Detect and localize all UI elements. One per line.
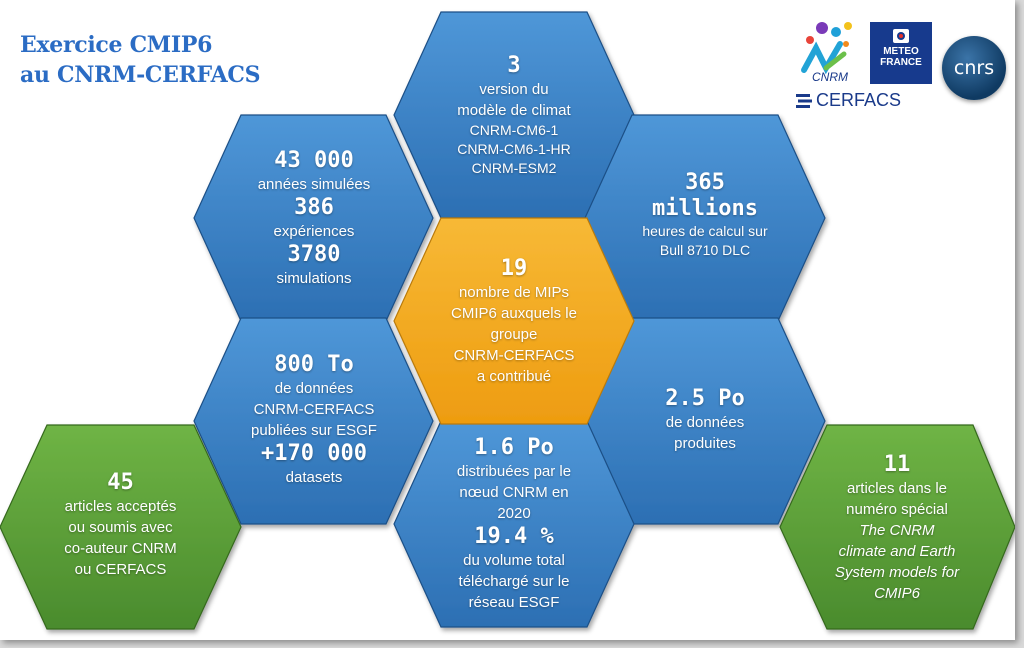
hex-versions-text: 3 version du modèle de climat CNRM-CM6-1… — [400, 30, 628, 200]
model-name: CNRM-CM6-1-HR — [457, 140, 571, 157]
hex-special-text: 11 articles dans le numéro spécial The C… — [786, 432, 1008, 624]
cnrs-logo-text: cnrs — [953, 57, 995, 79]
produced-label-2: produites — [674, 435, 736, 452]
cerfacs-bars-icon — [796, 93, 812, 108]
simulations-value: 3780 — [287, 241, 341, 267]
hex-special — [779, 424, 1015, 630]
share-value: 19.4 % — [474, 524, 554, 549]
slide-title: Exercice CMIP6 au CNRM-CERFACS — [20, 30, 260, 90]
distributed-label-3: 2020 — [497, 505, 531, 522]
versions-label-2: modèle de climat — [457, 101, 571, 119]
published-label-1: de données — [274, 380, 354, 397]
hex-simulated-text: 43 000 années simulées 386 expériences 3… — [200, 128, 428, 308]
mips-count: 19 — [500, 255, 528, 281]
mips-label-3: groupe — [490, 325, 538, 343]
special-issue-title: climate and Earth — [838, 543, 956, 560]
articles-label-2: ou soumis avec — [68, 519, 173, 536]
distributed-label-2: nœud CNRM en — [459, 484, 569, 501]
articles-count: 45 — [107, 470, 134, 495]
versions-label-1: version du — [479, 80, 549, 98]
meteo-france-logo: METEO FRANCE — [870, 22, 932, 84]
hours-value: 365 — [685, 170, 725, 195]
special-issue-title: CMIP6 — [874, 585, 920, 602]
articles-label-3: co-auteur CNRM — [64, 540, 177, 557]
hex-hours-text: 365 millions heures de calcul sur Bull 8… — [591, 150, 819, 280]
special-count: 11 — [883, 452, 911, 477]
mips-label-1: nombre de MIPs — [458, 283, 570, 301]
simulations-label: simulations — [276, 269, 352, 287]
mips-label-4: CNRM-CERFACS — [453, 346, 575, 364]
hours-unit: millions — [652, 196, 758, 221]
hex-distributed-text: 1.6 Po distribuées par le nœud CNRM en 2… — [400, 426, 628, 622]
model-name: CNRM-CM6-1 — [469, 121, 559, 138]
hex-published — [193, 317, 434, 525]
meteo-line-1: METEO — [883, 46, 919, 57]
hex-mips-text: 19 nombre de MIPs CMIP6 auxquels le grou… — [400, 236, 628, 406]
special-issue-title: System models for — [834, 564, 960, 581]
title-line-2: au CNRM-CERFACS — [20, 62, 261, 88]
model-name: CNRM-ESM2 — [471, 159, 557, 176]
produced-volume: 2.5 Po — [665, 386, 745, 411]
hexagon-grid — [0, 11, 1015, 630]
published-label-3: publiées sur ESGF — [251, 422, 377, 439]
produced-label-1: de données — [665, 414, 745, 431]
share-label-2: téléchargé sur le — [458, 573, 570, 590]
meteo-france-emblem-icon — [893, 29, 909, 43]
articles-label-1: articles acceptés — [64, 498, 177, 515]
hex-produced-text: 2.5 Po de données produites — [591, 370, 819, 470]
special-issue-title: The CNRM — [859, 522, 935, 539]
cerfacs-logo: CERFACS — [796, 90, 901, 111]
hex-published-text: 800 To de données CNRM-CERFACS publiées … — [200, 335, 428, 505]
years-label: années simulées — [257, 175, 371, 193]
distributed-volume: 1.6 Po — [474, 435, 554, 460]
articles-label-4: ou CERFACS — [74, 561, 167, 578]
datasets-label: datasets — [285, 469, 343, 486]
distributed-label-1: distribuées par le — [456, 463, 572, 480]
special-label-2: numéro spécial — [846, 501, 948, 518]
mips-label-5: a contribué — [476, 367, 552, 385]
experiments-value: 386 — [294, 194, 334, 220]
cerfacs-logo-text: CERFACS — [816, 90, 902, 110]
published-label-2: CNRM-CERFACS — [253, 401, 375, 418]
share-label-1: du volume total — [463, 552, 565, 569]
share-label-3: réseau ESGF — [468, 594, 560, 611]
hex-articles — [0, 424, 242, 630]
years-value: 43 000 — [274, 147, 354, 173]
versions-count: 3 — [507, 52, 521, 78]
machine-label: Bull 8710 DLC — [659, 242, 751, 258]
hex-mips — [393, 217, 635, 425]
special-label-1: articles dans le — [846, 480, 948, 497]
cnrm-logo-icon — [801, 22, 852, 75]
title-line-1: Exercice CMIP6 — [20, 32, 213, 58]
hours-label: heures de calcul sur — [642, 223, 768, 239]
experiments-label: expériences — [273, 222, 355, 240]
cnrm-logo-text: CNRM — [812, 70, 848, 84]
cnrs-logo: cnrs — [942, 36, 1006, 100]
published-volume: 800 To — [274, 352, 354, 377]
slide: Exercice CMIP6 au CNRM-CERFACS — [0, 0, 1015, 640]
meteo-line-2: FRANCE — [880, 57, 922, 68]
hex-articles-text: 45 articles acceptés ou soumis avec co-a… — [8, 455, 233, 595]
mips-label-2: CMIP6 auxquels le — [451, 304, 577, 322]
datasets-count: +170 000 — [261, 441, 367, 466]
